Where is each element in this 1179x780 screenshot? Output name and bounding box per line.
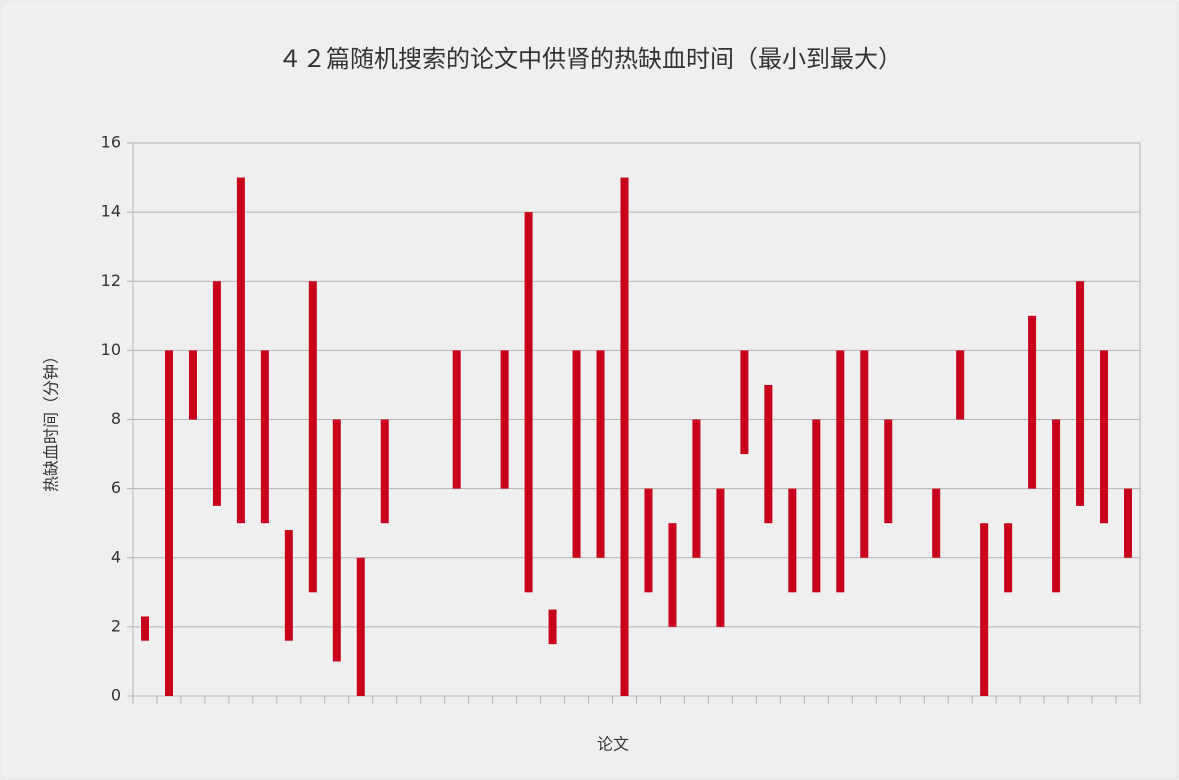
bar xyxy=(332,419,341,662)
bar xyxy=(572,350,581,558)
bar xyxy=(956,350,965,420)
bar xyxy=(668,523,677,627)
y-tick-label: 12 xyxy=(101,271,121,290)
bar xyxy=(380,419,389,524)
bar xyxy=(1004,523,1013,593)
bar xyxy=(284,530,293,641)
y-tick-label: 6 xyxy=(111,478,121,497)
y-tick-label: 14 xyxy=(101,202,121,221)
bar xyxy=(188,350,197,420)
y-tick-label: 0 xyxy=(111,686,121,705)
bar xyxy=(812,419,821,593)
y-axis-label: 热缺血时间（分钟） xyxy=(42,348,61,492)
y-tick-label: 8 xyxy=(111,409,121,428)
bar xyxy=(1052,419,1061,593)
bar xyxy=(548,609,557,645)
bar xyxy=(932,488,941,558)
chart-title: ４２篇随机搜索的论文中供肾的热缺血时间（最小到最大） xyxy=(278,45,902,73)
bar xyxy=(716,488,725,627)
bar xyxy=(644,488,653,593)
bar xyxy=(236,177,245,524)
bar xyxy=(524,212,533,593)
bar xyxy=(1028,315,1037,489)
bar xyxy=(164,350,173,696)
bar xyxy=(500,350,509,489)
bar xyxy=(740,350,749,455)
bar xyxy=(980,523,989,696)
bar xyxy=(620,177,629,696)
bar xyxy=(1076,281,1085,506)
bar xyxy=(860,350,869,558)
y-tick-label: 16 xyxy=(101,133,121,152)
bar xyxy=(1100,350,1109,524)
bar xyxy=(140,616,149,641)
bar xyxy=(692,419,701,558)
bar xyxy=(356,557,365,696)
bar xyxy=(884,419,893,524)
bar xyxy=(1124,488,1133,558)
bar xyxy=(452,350,461,489)
bar xyxy=(764,384,773,524)
bar xyxy=(596,350,605,558)
bar xyxy=(788,488,797,593)
bar xyxy=(308,281,317,593)
bar xyxy=(212,281,221,506)
bar xyxy=(836,350,845,593)
bar xyxy=(260,350,269,524)
x-axis-label: 论文 xyxy=(597,735,629,754)
y-tick-label: 4 xyxy=(111,547,121,566)
y-tick-label: 10 xyxy=(101,340,121,359)
y-tick-label: 2 xyxy=(111,616,121,635)
